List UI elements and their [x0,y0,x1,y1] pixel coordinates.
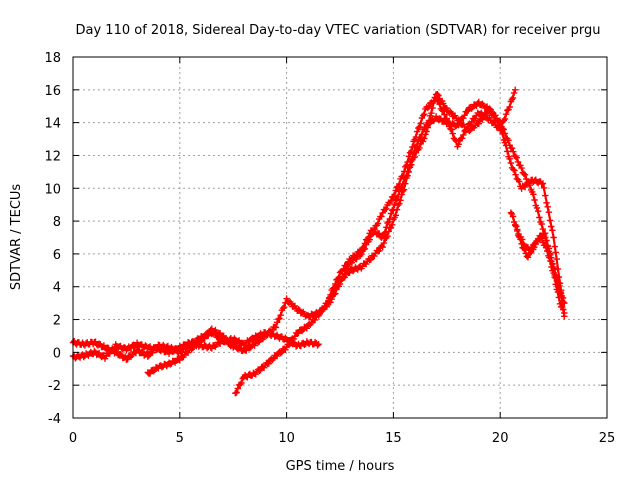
y-tick-label: -4 [48,412,61,427]
series-trace-e [326,91,568,320]
y-axis-label: SDTVAR / TECUs [9,184,24,291]
y-tick-label: 12 [44,149,61,164]
y-tick-label: -2 [48,379,61,394]
x-tick-label: 10 [278,431,295,446]
y-tick-label: 8 [53,215,61,230]
data-layer [69,86,568,397]
y-tick-label: 16 [44,84,61,99]
series-markers [144,325,237,377]
y-tick-label: 6 [53,248,61,263]
x-tick-label: 5 [176,431,184,446]
series-trace-c [144,325,237,377]
x-tick-label: 25 [599,431,616,446]
tick-layer: 0 5 10 15 20 25 -4 -2 0 2 4 6 8 10 12 14 16 18 [44,51,615,446]
series-markers [512,221,568,317]
plot-frame [72,56,608,419]
series-trace-g [512,221,568,317]
x-tick-label: 15 [385,431,402,446]
y-tick-label: 0 [53,346,61,361]
x-tick-label: 20 [492,431,509,446]
y-tick-label: 4 [53,281,61,296]
y-tick-label: 18 [44,51,61,66]
x-axis-label: GPS time / hours [286,459,395,474]
chart-title: Day 110 of 2018, Sidereal Day-to-day VTE… [76,23,601,38]
series-markers [326,91,568,320]
y-tick-label: 10 [44,182,61,197]
y-tick-label: 14 [44,117,61,132]
x-tick-label: 0 [69,431,77,446]
y-tick-label: 2 [53,314,61,329]
